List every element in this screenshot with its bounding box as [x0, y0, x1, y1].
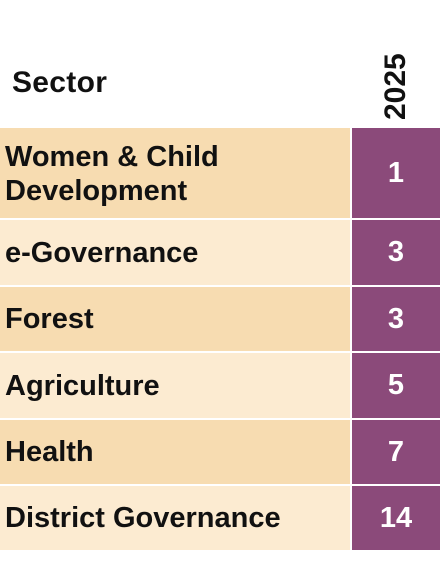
- sector-cell: Forest: [0, 287, 350, 351]
- sector-cell: Agriculture: [0, 353, 350, 418]
- value-cell: 3: [352, 220, 440, 285]
- table-body: Women & Child Development 1 e-Governance…: [0, 128, 440, 552]
- table-header: Sector 2025: [0, 0, 440, 128]
- value-cell: 7: [352, 420, 440, 484]
- value-cell: 1: [352, 128, 440, 218]
- sector-cell: District Governance: [0, 486, 350, 550]
- value-cell: 3: [352, 287, 440, 351]
- table-row: Agriculture 5: [0, 353, 440, 420]
- table-row: District Governance 14: [0, 486, 440, 552]
- table-row: Forest 3: [0, 287, 440, 353]
- year-column-header: 2025: [378, 53, 414, 120]
- table-row: e-Governance 3: [0, 220, 440, 287]
- sector-cell: Health: [0, 420, 350, 484]
- table-row: Health 7: [0, 420, 440, 486]
- value-cell: 5: [352, 353, 440, 418]
- table-row: Women & Child Development 1: [0, 128, 440, 220]
- sector-cell: Women & Child Development: [0, 128, 350, 218]
- sector-column-header: Sector: [12, 66, 107, 100]
- sector-cell: e-Governance: [0, 220, 350, 285]
- value-cell: 14: [352, 486, 440, 550]
